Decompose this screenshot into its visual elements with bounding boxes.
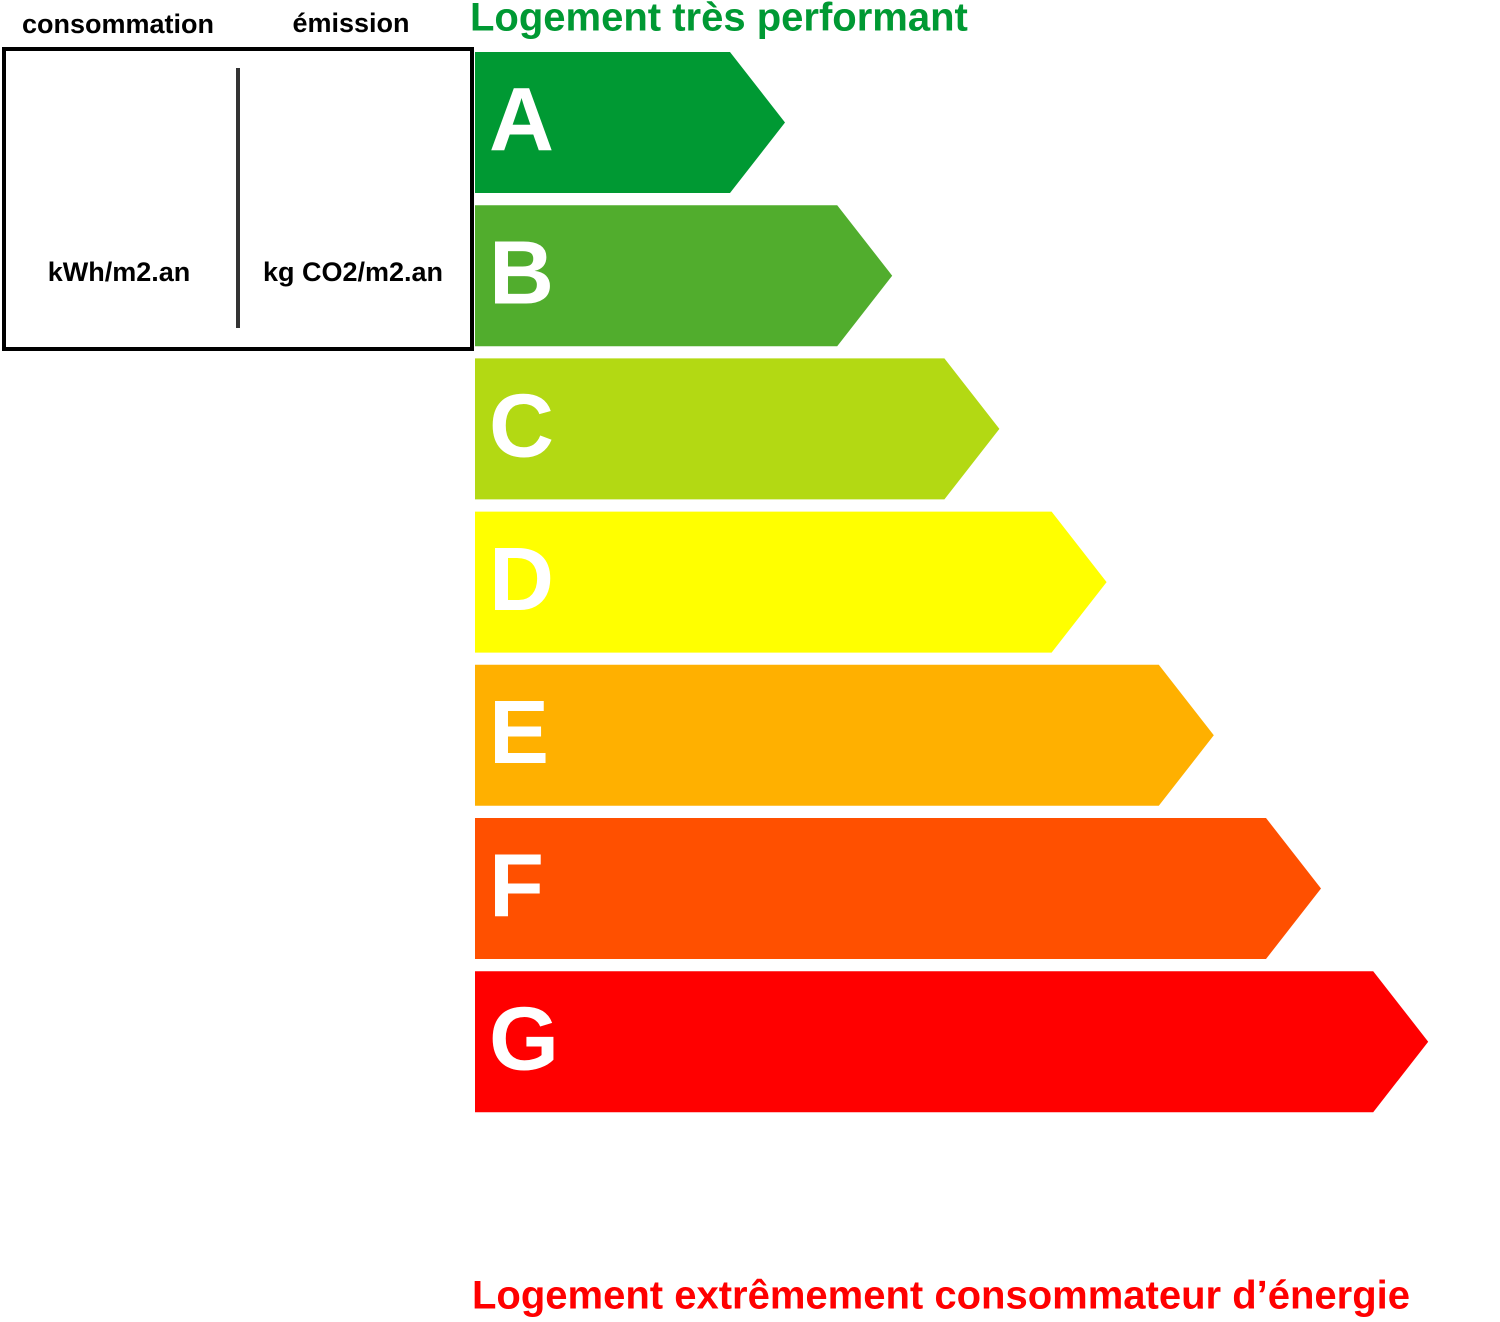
value-box bbox=[2, 47, 474, 351]
class-letter: C bbox=[489, 377, 554, 477]
class-letter: A bbox=[489, 70, 554, 170]
class-arrow bbox=[475, 511, 1107, 653]
class-arrow bbox=[475, 664, 1214, 806]
bottom-caption: Logement extrêmement consommateur d’éner… bbox=[472, 1274, 1410, 1318]
top-caption: Logement très performant bbox=[470, 0, 968, 40]
consumption-unit: kWh/m2.an bbox=[48, 257, 191, 287]
class-letter: B bbox=[489, 223, 554, 323]
emission-unit: kg CO2/m2.an bbox=[263, 257, 443, 287]
class-letter: G bbox=[489, 989, 559, 1089]
emission-label: émission bbox=[292, 8, 409, 38]
class-arrow bbox=[475, 205, 893, 347]
class-arrow bbox=[475, 358, 1000, 500]
consumption-label: consommation bbox=[22, 9, 214, 39]
class-arrow bbox=[475, 52, 785, 193]
class-letter: D bbox=[489, 530, 554, 630]
class-arrow bbox=[475, 818, 1321, 959]
class-arrow bbox=[475, 971, 1429, 1113]
class-letter: F bbox=[489, 836, 544, 936]
class-letter: E bbox=[489, 683, 549, 783]
